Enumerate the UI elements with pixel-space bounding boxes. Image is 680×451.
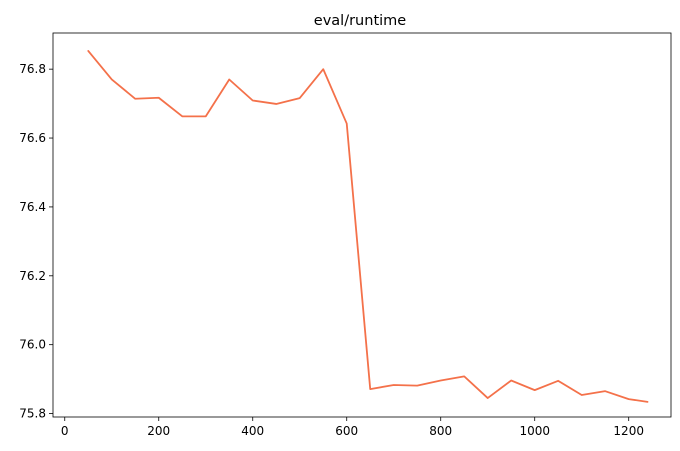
plot-series: [87, 50, 649, 403]
x-tick-label: 200: [147, 424, 170, 438]
x-tick-label: 800: [429, 424, 452, 438]
x-tick-label: 600: [335, 424, 358, 438]
y-tick-label: 76.6: [19, 131, 46, 145]
axes-frame: [52, 32, 672, 418]
chart-title: eval/runtime: [314, 13, 406, 29]
y-tick-label: 76.0: [19, 338, 46, 352]
y-tick-label: 75.8: [19, 407, 46, 421]
y-tick-label: 76.4: [19, 200, 46, 214]
series-line: [87, 50, 649, 403]
y-tick-label: 76.2: [19, 269, 46, 283]
x-axis: 0 200 400 600 800 1000 1200: [61, 417, 644, 438]
y-tick-label: 76.8: [19, 62, 46, 76]
x-tick-label: 0: [61, 424, 69, 438]
y-axis: 75.8 76.0 76.2 76.4 76.6 76.8: [19, 62, 53, 421]
x-tick-label: 1000: [519, 424, 550, 438]
x-tick-label: 1200: [613, 424, 644, 438]
x-tick-label: 400: [241, 424, 264, 438]
